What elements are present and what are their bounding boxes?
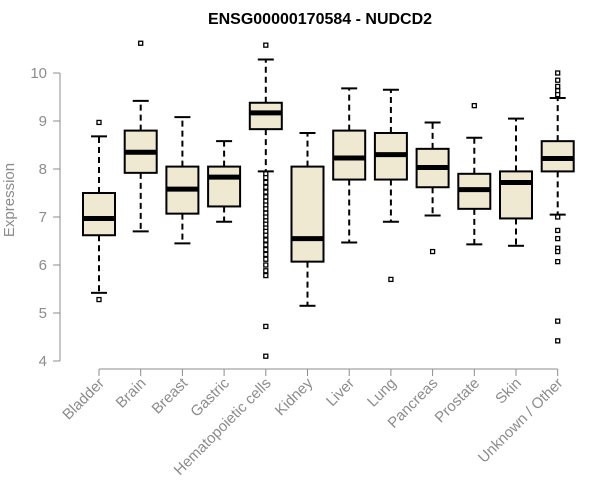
box-brain	[123, 40, 158, 233]
outlier-point	[263, 189, 269, 195]
box-skin	[499, 117, 533, 247]
outlier-point	[555, 318, 561, 324]
y-tick-label: 10	[30, 65, 47, 82]
box-rect	[248, 101, 283, 131]
outlier-point	[263, 194, 269, 200]
box-kidney	[290, 132, 325, 307]
box-rect	[499, 170, 533, 220]
box-rect	[82, 192, 116, 237]
outlier-point	[555, 235, 561, 242]
y-axis: 4 5 6 7 8 9 10	[30, 65, 61, 370]
outlier-point	[263, 251, 269, 258]
box-rect	[290, 165, 325, 263]
outlier-point	[429, 248, 436, 255]
y-tick-label: 8	[39, 161, 47, 178]
outlier-point	[263, 237, 269, 243]
outlier-point	[263, 42, 269, 48]
box-rect	[332, 129, 367, 181]
y-axis-label: Expression	[1, 163, 18, 237]
outlier-point	[555, 83, 561, 90]
outlier-point	[263, 256, 269, 262]
box-bladder	[82, 119, 116, 303]
outlier-point	[263, 174, 269, 181]
box-prostate	[457, 102, 492, 246]
outlier-point	[555, 338, 561, 344]
box-hematopoietic-cells	[248, 42, 283, 359]
outlier-point	[263, 353, 269, 359]
y-tick-label: 7	[39, 209, 47, 226]
x-tick-label: Prostate	[432, 375, 484, 427]
box-liver	[332, 87, 367, 244]
outlier-point	[388, 276, 394, 283]
y-tick-label: 6	[39, 257, 47, 274]
outlier-point	[263, 272, 269, 279]
outlier-point	[555, 70, 561, 76]
box-lung	[373, 88, 408, 283]
box-rect	[207, 165, 242, 208]
x-tick-label: Skin	[492, 375, 525, 408]
outlier-point	[471, 102, 477, 109]
y-tick-label: 5	[39, 305, 47, 322]
outlier-point	[96, 119, 102, 126]
outlier-point	[555, 77, 561, 83]
outlier-point	[555, 91, 561, 98]
outlier-point	[263, 179, 269, 186]
y-tick-label: 9	[39, 113, 47, 130]
x-tick-label: Kidney	[272, 374, 317, 419]
outlier-point	[263, 268, 269, 274]
box-gastric	[207, 140, 242, 223]
x-tick-label: Brain	[113, 375, 150, 412]
box-breast	[165, 116, 200, 245]
chart-title: ENSG00000170584 - NUDCD2	[208, 11, 432, 28]
box-pancreas	[415, 121, 450, 255]
x-tick-label: Breast	[149, 374, 192, 417]
outlier-point	[263, 242, 269, 248]
outlier-point	[263, 323, 269, 330]
outlier-point	[96, 296, 102, 303]
outlier-point	[555, 248, 561, 255]
outlier-point	[263, 184, 269, 190]
outlier-point	[138, 40, 144, 46]
outlier-point	[263, 262, 269, 268]
y-tick-label: 4	[39, 353, 47, 370]
x-tick-label: Liver	[323, 375, 358, 410]
boxes-group	[82, 40, 575, 359]
x-tick-label: Bladder	[59, 375, 108, 424]
outlier-point	[263, 206, 269, 212]
x-tick-label: Lung	[364, 375, 400, 411]
outlier-point	[263, 246, 269, 253]
outlier-point	[555, 227, 561, 234]
box-unknown-other	[540, 70, 575, 344]
outlier-point	[263, 232, 269, 238]
outlier-point	[555, 258, 561, 265]
outlier-point	[555, 214, 561, 220]
